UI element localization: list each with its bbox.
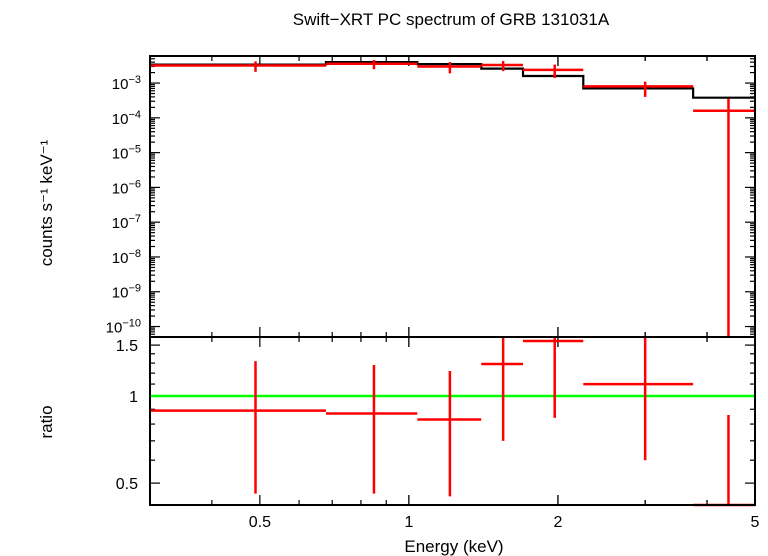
spectrum-y-tick-label: 10−5 <box>112 144 141 163</box>
ratio-data-point <box>523 337 584 418</box>
x-tick-label: 5 <box>751 514 760 531</box>
ratio-data-point <box>325 365 418 494</box>
ratio-data-point <box>417 371 482 497</box>
spectrum-data-point <box>481 61 524 72</box>
spectrum-data-point <box>693 98 755 337</box>
ratio-y-tick-label: 0.5 <box>116 476 138 493</box>
spectrum-panel: 10−3 10−4 10−5 10−6 10−7 10−8 10−9 10−10 <box>106 55 756 338</box>
x-tick-label: 1 <box>404 514 413 531</box>
spectrum-y-tick-label: 10−9 <box>112 283 141 302</box>
x-tick-label: 0.5 <box>249 514 271 531</box>
ratio-data-point <box>150 361 326 494</box>
spectrum-data-point <box>583 81 694 97</box>
spectrum-y-tick-label: 10−6 <box>112 178 141 197</box>
x-tick-label: 2 <box>554 514 563 531</box>
spectrum-y-tick-label: 10−8 <box>112 248 141 267</box>
chart-title: Swift−XRT PC spectrum of GRB 131031A <box>293 10 610 29</box>
ratio-y-tick-label: 1.5 <box>116 338 138 355</box>
ratio-data-point <box>583 337 694 461</box>
bottom-y-axis-label: ratio <box>37 405 56 438</box>
spectrum-y-tick-label: 10−10 <box>106 318 141 337</box>
x-axis-label: Energy (keV) <box>404 537 503 556</box>
ratio-panel: 0.5 1 1.5 0.5 1 2 5 <box>116 336 760 531</box>
spectrum-data-point <box>417 62 482 74</box>
spectrum-data-point <box>325 60 418 70</box>
spectrum-y-tick-label: 10−3 <box>112 74 141 93</box>
ratio-frame <box>149 336 756 506</box>
spectrum-data-point <box>150 61 326 72</box>
ratio-data-point <box>481 337 524 441</box>
spectrum-y-tick-label: 10−7 <box>112 213 141 232</box>
spectrum-frame <box>149 55 756 338</box>
ratio-y-tick-label: 1 <box>129 389 138 406</box>
ratio-data-point <box>693 414 755 507</box>
spectrum-data-point <box>523 64 584 78</box>
top-y-axis-label: counts s⁻¹ keV⁻¹ <box>37 139 56 266</box>
spectrum-y-tick-label: 10−4 <box>112 109 141 128</box>
